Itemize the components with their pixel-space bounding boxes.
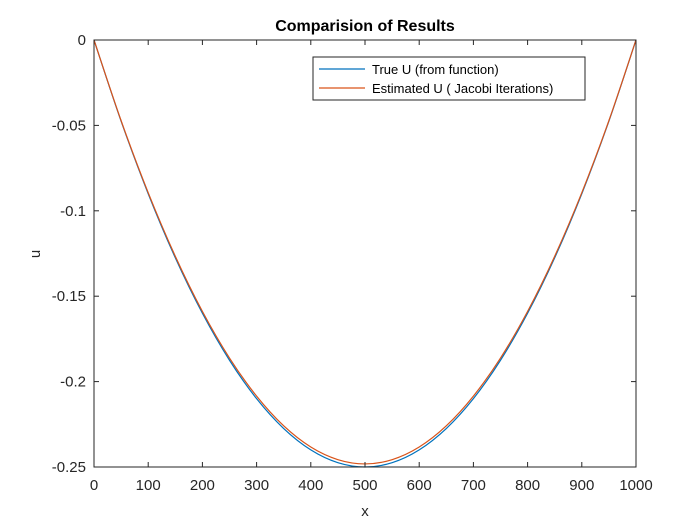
x-tick-label: 900	[569, 477, 594, 494]
x-tick-label: 600	[407, 477, 432, 494]
x-tick-label: 200	[190, 477, 215, 494]
y-tick-label: -0.2	[60, 374, 86, 391]
y-tick-label: -0.25	[52, 459, 86, 476]
series-line-estimated-u	[93, 39, 637, 465]
y-axis-label: u	[27, 250, 44, 258]
y-tick-label: 0	[78, 32, 86, 49]
plot-lines	[93, 39, 637, 468]
legend-label-estimated-u: Estimated U ( Jacobi Iterations)	[372, 81, 553, 96]
legend-box	[312, 56, 586, 101]
x-tick-label: 0	[90, 477, 98, 494]
x-tick-label: 1000	[619, 477, 652, 494]
y-tick-label: -0.15	[52, 288, 86, 305]
y-tick-label: -0.1	[60, 203, 86, 220]
x-tick-label: 700	[461, 477, 486, 494]
x-tick-label: 400	[298, 477, 323, 494]
series-line-true-u	[93, 39, 637, 468]
chart-title: Comparision of Results	[275, 18, 455, 35]
legend-label-true-u: True U (from function)	[372, 62, 499, 77]
x-tick-label: 300	[244, 477, 269, 494]
y-tick-label: -0.05	[52, 117, 86, 134]
x-tick-label: 100	[136, 477, 161, 494]
axes-box	[93, 39, 637, 468]
x-axis-ticks: 0 100 200 300 400 500 600 700 800 900 1000	[90, 40, 653, 494]
legend: True U (from function) Estimated U ( Jac…	[312, 56, 586, 101]
x-tick-label: 800	[515, 477, 540, 494]
x-axis-label: x	[361, 503, 369, 520]
x-tick-label: 500	[352, 477, 377, 494]
y-axis-ticks: 0 -0.05 -0.1 -0.15 -0.2 -0.25	[52, 32, 636, 476]
